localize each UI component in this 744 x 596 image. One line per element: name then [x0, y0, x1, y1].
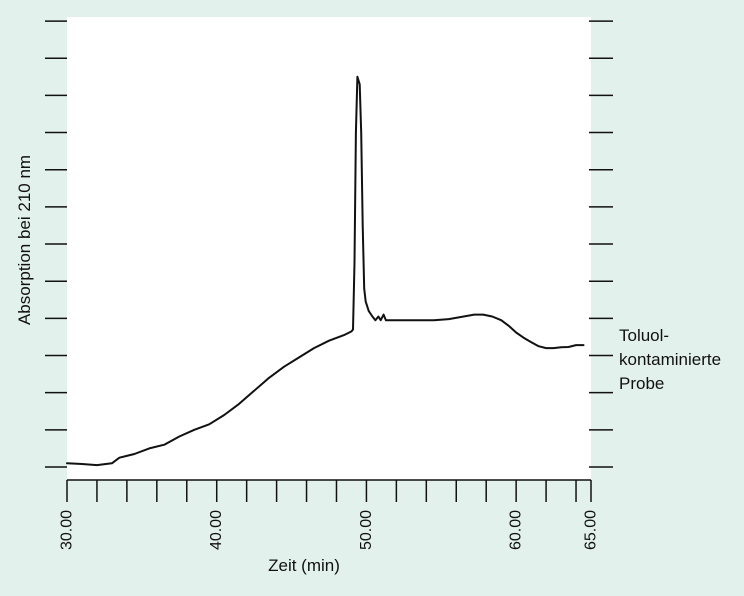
x-tick-label: 30.00: [59, 510, 76, 550]
y-axis-title: Absorption bei 210 nm: [15, 155, 34, 325]
ticks-layer: [45, 20, 613, 502]
x-tick-label: 65.00: [583, 510, 600, 550]
annotation-line: Toluol-: [619, 326, 669, 345]
series-line: [66, 75, 585, 467]
x-tick-label: 50.00: [358, 510, 375, 550]
annotation-line: kontaminierte: [619, 350, 721, 369]
annotation-line: Probe: [619, 374, 664, 393]
tick-labels-layer: 30.00 40.00 50.00 60.00 65.00: [59, 510, 600, 550]
x-tick-label: 40.00: [208, 510, 225, 550]
x-tick-label: 60.00: [508, 510, 525, 550]
plot-area-background: [67, 17, 591, 480]
x-axis-title: Zeit (min): [268, 556, 340, 575]
series-annotation-label: Toluol-kontaminierte Probe: [619, 326, 721, 393]
